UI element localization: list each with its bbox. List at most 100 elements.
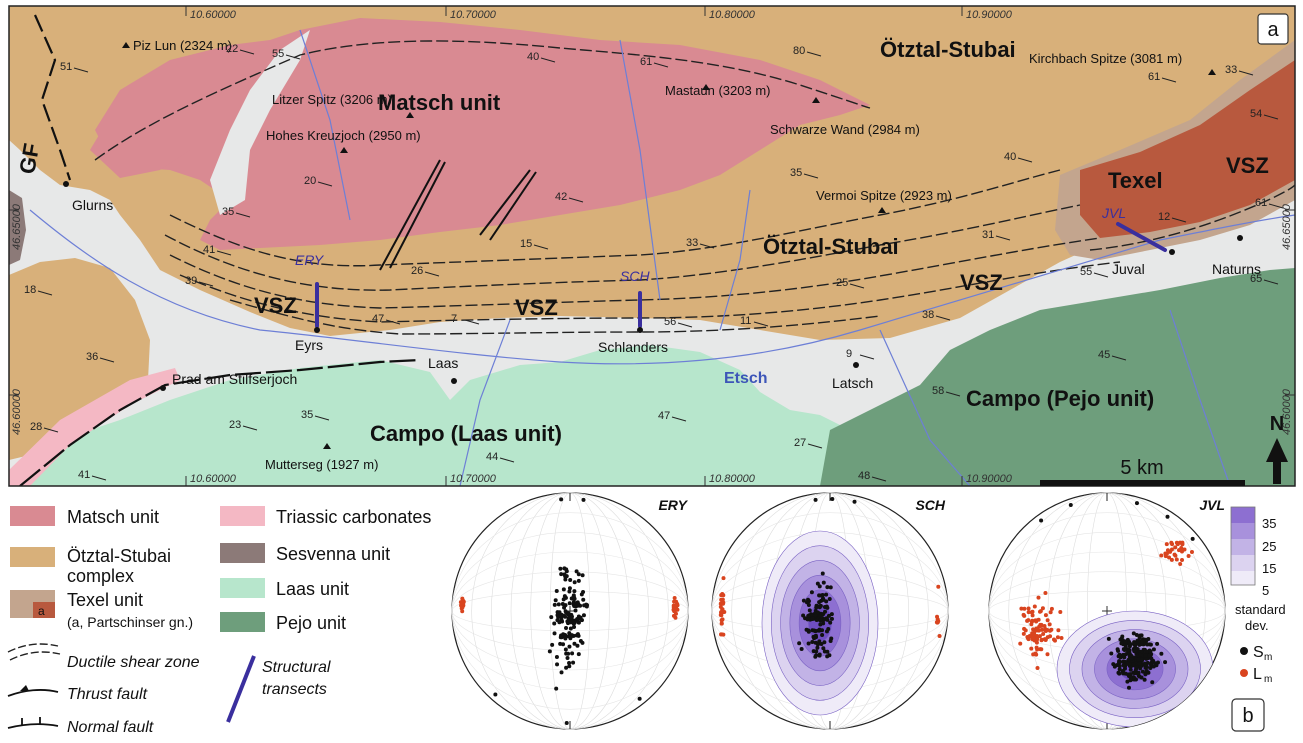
town-juval: Juval [1112,261,1145,277]
sm-point [558,641,563,646]
sm-point [572,580,577,585]
dip-value: 31 [982,229,994,241]
sm-point [637,696,642,701]
sm-point [559,615,564,620]
sm-point [1132,641,1137,646]
sm-point [564,574,569,579]
sm-point [567,664,572,669]
sm-point [568,615,573,620]
lm-point [937,634,942,639]
sm-point [812,628,817,633]
sm-point [827,597,832,602]
vsz-label-2: VSZ [515,295,558,320]
dip-value: 20 [304,175,316,187]
sm-point [817,627,822,632]
coord-bottom-1: 10.60000 [190,473,237,485]
sm-point [801,613,806,618]
lm-point [460,609,465,614]
lm-point [1167,555,1172,560]
sm-point [817,652,822,657]
oetztal-stubai-north-label: Ötztal-Stubai [880,37,1016,62]
sm-point [556,614,561,619]
lm-point [1164,542,1169,547]
sm-point [1143,653,1148,658]
sm-point [570,651,575,656]
sm-point [1139,633,1144,638]
dip-symbol [533,244,549,250]
lm-point [1032,638,1037,643]
sm-point [1143,662,1148,667]
sm-point [1136,657,1141,662]
sm-point [575,643,580,648]
sm-point [574,569,579,574]
sm-point [549,615,554,620]
dip-value: 25 [836,277,848,289]
peak-vermoi-spitze: Vermoi Spitze (2923 m) [816,188,952,203]
sm-point [1144,649,1149,654]
lm-point [1180,558,1185,563]
map-labels: Matsch unit Ötztal-Stubai Ötztal-Stubai … [11,9,1293,485]
sm-point [573,603,578,608]
dip-value: 47 [372,313,384,325]
north-label: N [1270,413,1284,435]
lm-point [1043,613,1048,618]
sm-point [576,633,581,638]
coord-right-1: 46.65000 [1281,203,1293,250]
sm-point [825,585,830,590]
lm-point [1030,613,1035,618]
thrust-fault-line [19,358,421,486]
lm-point [673,615,678,620]
sm-point [1134,632,1139,637]
lm-point [1034,619,1039,624]
dip-symbol [499,457,515,463]
dip-symbol [1161,77,1177,83]
dip-value: 27 [794,437,806,449]
sm-point [1109,651,1114,656]
sm-point [565,656,570,661]
colorbar-tick-15: 15 [1262,561,1276,576]
town-latsch: Latsch [832,375,873,391]
geological-map [9,6,1295,486]
lm-point [459,602,464,607]
panel-a-label-box: a [1257,13,1289,45]
dip-value: 26 [411,265,423,277]
sm-point [817,639,822,644]
scale-bar: 5 km [1040,457,1245,486]
sm-point [1128,667,1133,672]
lm-point [1029,619,1034,624]
lm-point [1018,641,1023,646]
sm-point [814,605,819,610]
sm-point [820,633,825,638]
sm-point [810,640,815,645]
dip-symbol [1171,217,1187,223]
map-frame [8,5,1296,487]
sm-point [547,649,552,654]
sm-point [566,611,571,616]
sm-point [1117,663,1122,668]
lm-point [1189,549,1194,554]
sm-point [576,578,581,583]
north-arrow: N [1266,413,1288,484]
lm-point [1045,635,1050,640]
dip-symbol [1111,355,1127,361]
sm-point [1148,642,1153,647]
dip-value: 55 [272,48,284,60]
sm-point [819,642,824,647]
sm-point [823,609,828,614]
sm-point [1125,661,1130,666]
legend-transect-symbol [226,655,256,723]
sm-point [576,652,581,657]
sm-point [554,588,559,593]
dip-symbol [871,476,887,482]
sm-point [1123,639,1128,644]
etsch-river-label: Etsch [724,370,768,387]
lm-point [1055,635,1060,640]
dip-symbol [314,415,330,421]
dip-value: 28 [30,421,42,433]
sm-point [815,581,820,586]
transect-jvl-label: JVL [1101,205,1126,221]
sm-point [813,613,818,618]
dip-symbol [803,173,819,179]
sm-point [558,566,563,571]
sm-point [1128,675,1133,680]
